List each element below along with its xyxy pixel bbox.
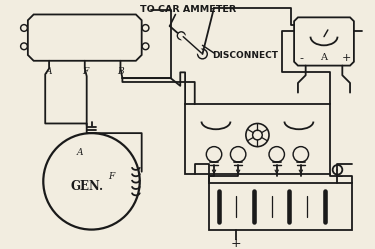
Text: +: + [231,237,242,249]
Bar [185,104,330,174]
Circle shape [230,147,246,162]
Text: –: – [336,170,342,183]
Text: TO CAR AMMETER: TO CAR AMMETER [140,5,236,14]
Text: F: F [108,172,114,181]
Circle shape [177,32,185,40]
Circle shape [198,49,207,59]
Text: GEN.: GEN. [70,180,103,193]
Bar [209,183,352,230]
Text: A: A [77,148,83,157]
Text: DISCONNECT: DISCONNECT [212,52,278,61]
Circle shape [333,165,342,175]
Text: A: A [46,66,53,75]
Circle shape [231,244,241,249]
Text: -: - [300,53,304,63]
Polygon shape [294,17,354,65]
Circle shape [142,25,149,31]
Text: B: B [117,66,124,75]
Circle shape [21,43,27,50]
Text: A: A [321,53,327,62]
Circle shape [246,124,269,147]
Circle shape [253,130,262,140]
Circle shape [21,25,27,31]
Circle shape [43,133,140,230]
Circle shape [293,147,309,162]
Text: F: F [82,66,88,75]
Text: +: + [342,53,351,63]
Circle shape [142,43,149,50]
Circle shape [206,147,222,162]
Circle shape [269,147,285,162]
Polygon shape [28,14,142,61]
